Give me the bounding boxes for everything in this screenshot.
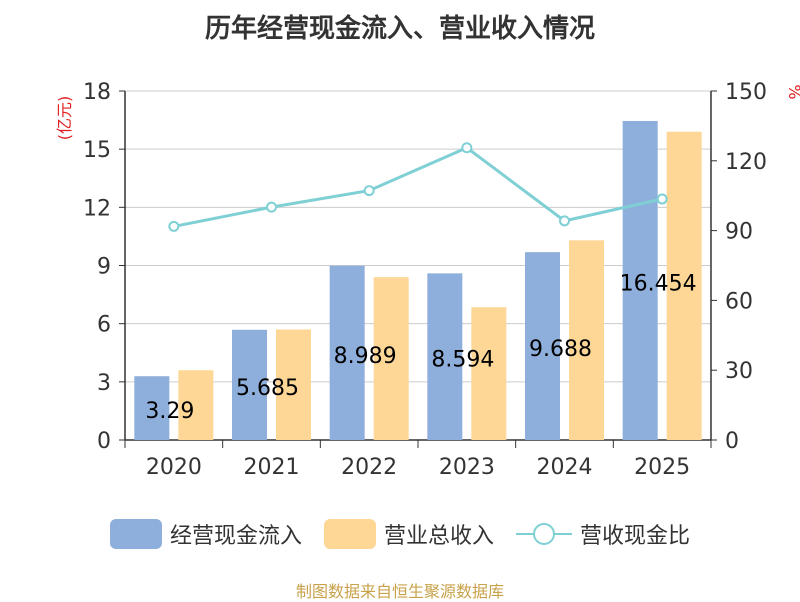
line-ratio [173,146,663,228]
legend-swatch-cash-inflow [109,519,162,549]
point-ratio [363,185,375,197]
left-axis-tick-label: 9 [97,255,111,280]
source-note: 制图数据来自恒生聚源数据库 [295,582,504,601]
data-label-cash-inflow: 3.29 [145,399,194,424]
left-axis-tick-label: 12 [83,196,111,221]
bar-cash-inflow [622,120,658,440]
x-axis-tick-label: 2020 [146,455,202,480]
point-ratio [461,142,473,154]
chart-title: 历年经营现金流入、营业收入情况 [204,14,595,44]
right-axis-unit-label: % [785,84,800,99]
right-axis-tick-label: 30 [725,359,753,384]
legend-swatch-revenue [323,519,376,549]
legend-item-cash-inflow[interactable]: 经营现金流入 [109,518,302,550]
legend-swatch-ratio [516,519,572,549]
left-axis-tick-label: 0 [97,429,111,454]
left-axis-tick-label: 18 [83,80,111,105]
bar-cash-inflow [134,376,170,440]
bar-cash-inflow [427,273,463,440]
bar-cash-inflow [232,329,267,440]
data-label-cash-inflow: 9.688 [529,337,592,362]
bar-revenue [178,370,214,440]
legend-label-cash-inflow: 经营现金流入 [169,524,302,549]
legend-label-revenue: 营业总收入 [383,524,494,549]
bar-revenue [276,329,311,440]
x-axis-tick-label: 2024 [537,455,593,480]
legend-label-ratio: 营收现金比 [580,524,691,549]
x-axis-tick-label: 2021 [244,455,300,480]
bar-cash-inflow [329,265,365,440]
right-axis-tick-label: 90 [725,220,753,245]
data-label-cash-inflow: 16.454 [620,271,697,296]
data-label-cash-inflow: 8.594 [431,348,494,373]
point-ratio [656,193,668,205]
left-axis-tick-label: 15 [83,138,111,163]
right-axis-tick-label: 60 [725,289,753,314]
x-axis-tick-label: 2025 [634,455,690,480]
right-axis-tick-label: 150 [725,80,767,105]
legend-item-ratio[interactable]: 营收现金比 [516,518,690,550]
right-axis-tick-label: 120 [725,150,767,175]
x-axis-tick-label: 2022 [341,455,397,480]
legend-item-revenue[interactable]: 营业总收入 [323,518,494,550]
left-axis-tick-label: 3 [97,371,111,396]
left-axis-unit-label: (亿元) [55,96,74,141]
bar-revenue [373,277,409,440]
bar-cash-inflow [525,252,560,440]
point-ratio [266,201,277,213]
point-ratio [168,220,180,232]
point-ratio [559,215,570,227]
data-label-cash-inflow: 5.685 [236,376,299,401]
bar-revenue [569,240,604,440]
left-axis-tick-label: 6 [97,313,111,338]
x-axis-tick-label: 2023 [439,455,495,480]
right-axis-tick-label: 0 [725,429,739,454]
bar-revenue [471,307,507,440]
bar-revenue [666,131,702,440]
legend: 经营现金流入 营业总收入 营收现金比 [0,518,800,550]
data-label-cash-inflow: 8.989 [334,344,397,369]
